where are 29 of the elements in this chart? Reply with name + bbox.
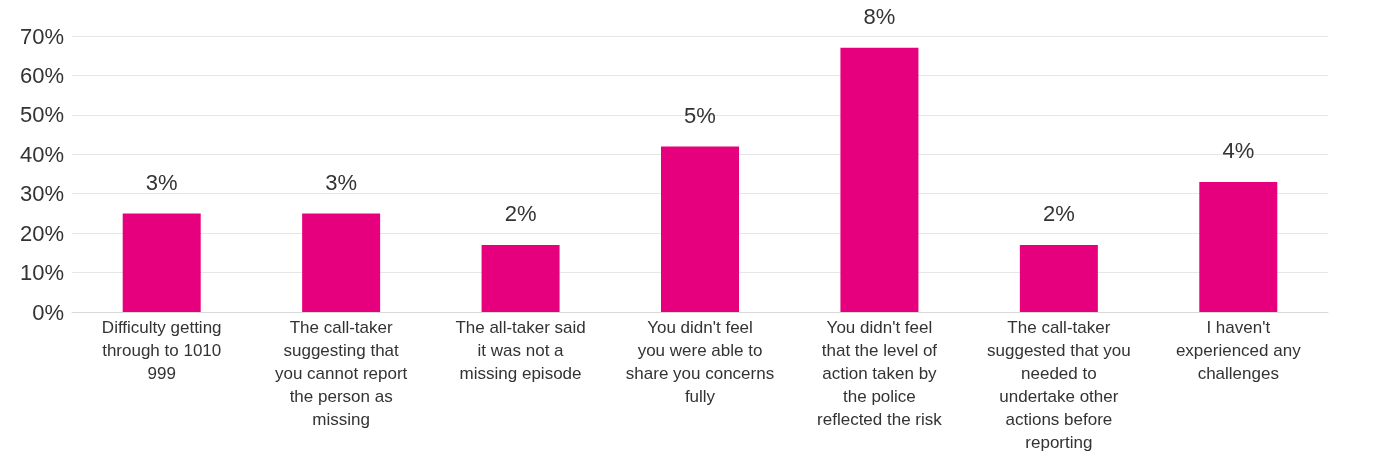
- annotation: 3%: [325, 169, 358, 195]
- bar: [122, 213, 201, 312]
- x-tick-label: The call-taker suggested that you needed to undertake other actions before reporting: [987, 318, 1131, 452]
- annotation: 2%: [1042, 201, 1075, 227]
- bar: [1199, 181, 1278, 312]
- annotation: 3%: [145, 169, 178, 195]
- y-tick-label: 30%: [19, 181, 64, 207]
- x-tick-label: You didn't feel you were able to share you concerns fully: [625, 318, 775, 406]
- x-tick-label: The all-taker said it was not a missing episode: [455, 318, 586, 383]
- bar: [1019, 244, 1098, 312]
- x-tick-label: I haven't experienced any challenges: [1175, 318, 1302, 383]
- bar: [302, 213, 381, 312]
- x-tick-label: Difficulty getting through to 1010 999: [101, 318, 222, 383]
- x-tick-label: You didn't feel that the level of action taken by the police reflected the risk: [817, 318, 943, 429]
- annotation: 4%: [1222, 138, 1255, 164]
- y-tick-label: 0%: [32, 299, 64, 325]
- annotation: 2%: [504, 201, 537, 227]
- x-tick-label: The call-taker suggesting that you cannot report the person as missing: [274, 318, 408, 429]
- annotation: 5%: [684, 102, 716, 128]
- y-tick-label: 60%: [19, 62, 64, 88]
- y-tick-label: 10%: [19, 260, 64, 286]
- y-tick-label: 50%: [19, 102, 64, 128]
- y-tick-label: 40%: [19, 141, 64, 167]
- annotation: 8%: [863, 4, 896, 30]
- bar: [840, 47, 919, 312]
- y-tick-label: 20%: [19, 220, 64, 246]
- y-tick-label: 70%: [19, 23, 64, 49]
- bar: [661, 146, 739, 312]
- bar: [481, 244, 560, 312]
